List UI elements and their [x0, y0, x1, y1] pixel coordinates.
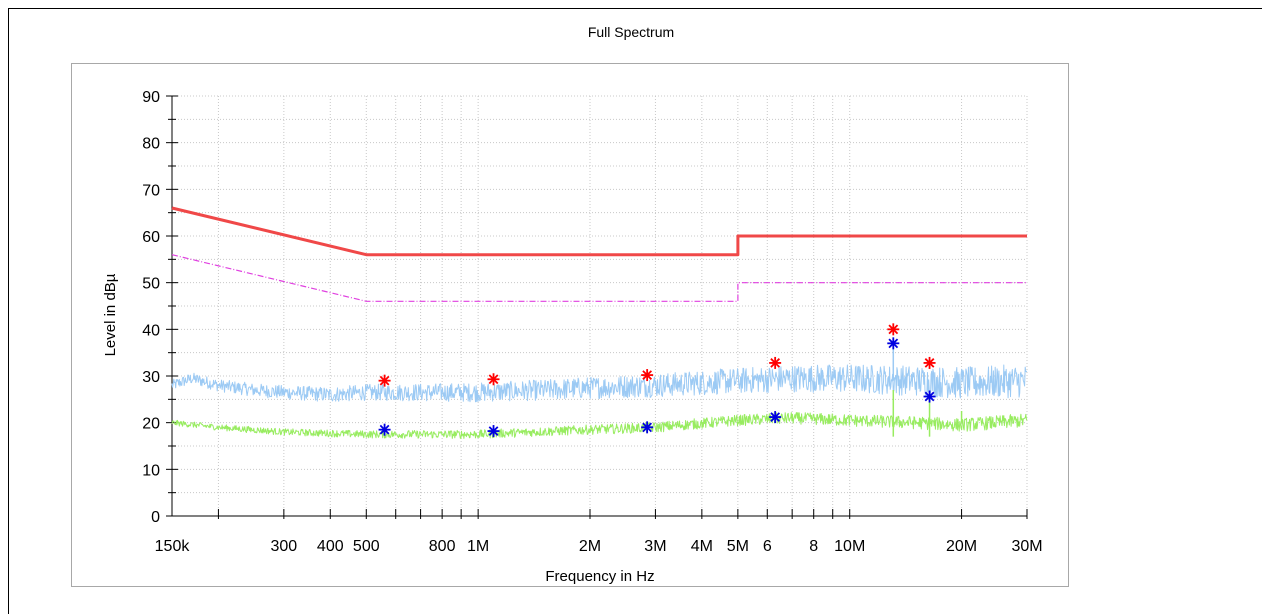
marker-avg	[487, 425, 500, 438]
marker-qp-stroke	[924, 358, 935, 368]
y-tick-label: 50	[142, 276, 160, 293]
x-tick-label: 400	[317, 538, 344, 555]
y-tick-label: 80	[142, 136, 160, 153]
marker-qp	[923, 356, 936, 369]
marker-avg-stroke	[770, 412, 781, 422]
y-tick-label: 40	[142, 322, 160, 339]
window-frame	[8, 8, 1261, 614]
marker-qp-stroke	[642, 370, 653, 380]
y-tick-label: 10	[142, 462, 160, 479]
x-tick-label: 2M	[579, 538, 601, 555]
marker-avg	[769, 411, 782, 424]
marker-avg-stroke	[642, 422, 653, 433]
marker-avg	[923, 390, 936, 403]
series-peak-trace	[171, 364, 1028, 403]
x-tick-label: 800	[429, 538, 456, 555]
x-tick-label: 150k	[155, 538, 191, 555]
x-tick-label: 500	[353, 538, 380, 555]
x-tick-label: 5M	[727, 538, 749, 555]
axis-layer	[166, 95, 1028, 519]
x-tick-label: 10M	[834, 538, 865, 555]
y-tick-label: 90	[142, 89, 160, 106]
x-axis-title: Frequency in Hz	[545, 568, 654, 585]
x-tick-label: 3M	[644, 538, 666, 555]
y-tick-label: 70	[142, 182, 160, 199]
chart-title: Full Spectrum	[587, 24, 675, 40]
x-tick-label: 4M	[691, 538, 713, 555]
marker-qp	[378, 374, 391, 387]
y-axis-title: Level in dBµ	[102, 273, 119, 356]
marker-qp-stroke	[770, 358, 781, 368]
series-limit-avg	[171, 254, 1027, 302]
marker-qp-stroke	[888, 324, 899, 335]
x-tick-label: 8	[809, 538, 818, 555]
x-tick-label: 300	[271, 538, 298, 555]
series-layer	[171, 206, 1028, 439]
marker-qp	[641, 369, 654, 382]
y-tick-label: 60	[142, 229, 160, 246]
marker-qp-stroke	[488, 374, 499, 385]
y-tick-label: 0	[151, 509, 160, 526]
marker-avg-stroke	[888, 338, 899, 349]
marker-qp-stroke	[379, 375, 390, 386]
x-tick-label: 30M	[1011, 538, 1042, 555]
x-tick-label: 20M	[946, 538, 977, 555]
grid-layer	[172, 95, 1028, 517]
x-tick-label: 6	[763, 538, 772, 555]
marker-avg	[378, 423, 391, 436]
marker-qp	[887, 323, 900, 336]
marker-avg-stroke	[488, 426, 499, 436]
x-tick-label: 1M	[467, 538, 489, 555]
marker-qp	[487, 373, 500, 386]
series-limit-qp	[171, 206, 1027, 257]
label-layer: 0 10 20 30 40 50 60 70 80 90 150k 300 400 500 800 1M 2M 3…	[142, 89, 1042, 555]
series-avg-trace	[171, 412, 1028, 439]
plot-panel	[71, 63, 1069, 587]
marker-qp	[769, 356, 782, 369]
y-tick-label: 30	[142, 369, 160, 386]
marker-avg-stroke	[924, 391, 935, 402]
marker-avg	[641, 421, 654, 434]
marker-avg-stroke	[379, 424, 390, 435]
marker-avg	[887, 337, 900, 350]
y-tick-label: 20	[142, 416, 160, 433]
marker-layer	[378, 323, 936, 438]
top-rule	[1118, 8, 1262, 9]
